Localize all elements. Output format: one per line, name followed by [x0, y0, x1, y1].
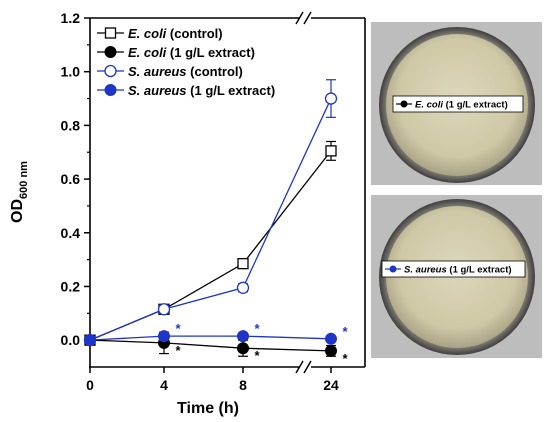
series-3	[84, 330, 337, 347]
y-axis-label: OD600 nm	[9, 161, 30, 223]
petri-dish-inset-ecoli: E. coli (1 g/L extract)	[371, 22, 542, 185]
x-axis-ticks: 0 4 8 24	[86, 367, 339, 393]
y-axis-ticks: 0.0 0.2 0.4 0.6 0.8 1.0 1.2	[61, 10, 90, 348]
data-point	[104, 46, 117, 58]
legend-entry-3: S. aureus (1 g/L extract)	[97, 83, 275, 98]
series-line	[89, 335, 332, 341]
data-series	[83, 79, 338, 357]
series-line	[89, 150, 332, 341]
significance-star: *	[342, 351, 348, 366]
data-point	[157, 303, 171, 316]
significance-star: *	[175, 321, 181, 336]
y-tick-label: 0.4	[61, 225, 81, 241]
legend-label: E. coli (1 g/L extract)	[128, 45, 255, 60]
inset-label-box	[381, 260, 526, 278]
data-point	[325, 145, 337, 157]
inset-label-saureus: S. aureus (1 g/L extract)	[404, 265, 512, 276]
inset-label-ecoli: E. coli (1 g/L extract)	[415, 100, 508, 111]
legend-entry-0: E. coli (control)	[97, 26, 223, 41]
x-tick-label: 4	[160, 377, 168, 393]
y-tick-label: 0.0	[61, 332, 81, 348]
significance-star: *	[175, 343, 181, 358]
inset-legend-marker	[400, 100, 408, 108]
y-tick-label: 0.6	[61, 171, 81, 187]
data-point	[104, 84, 117, 96]
significance-star: *	[254, 348, 260, 363]
significance-star: *	[254, 321, 260, 336]
series-line	[89, 339, 332, 352]
x-axis-label: Time (h)	[177, 400, 239, 417]
y-tick-label: 1.2	[61, 10, 81, 26]
x-tick-label: 24	[323, 377, 339, 393]
series-2	[83, 79, 338, 347]
data-point	[104, 64, 117, 78]
data-point	[237, 342, 249, 355]
y-tick-label: 0.2	[61, 278, 81, 294]
data-point	[325, 332, 337, 345]
axis-break-bottom	[295, 360, 312, 374]
data-point	[84, 334, 96, 347]
x-tick-label: 8	[239, 377, 247, 393]
plot-frame	[89, 17, 366, 368]
y-tick-label: 1.0	[61, 64, 81, 80]
data-point	[324, 92, 338, 105]
inset-label-box	[392, 95, 524, 113]
inset-legend-marker	[389, 265, 397, 273]
significance-star: *	[342, 324, 348, 339]
data-point	[104, 27, 117, 39]
data-point	[325, 344, 337, 357]
series-0	[84, 140, 337, 346]
data-point	[237, 257, 249, 270]
series-line	[89, 98, 332, 341]
y-tick-label: 0.8	[61, 117, 81, 133]
x-tick-label: 0	[86, 377, 94, 393]
data-point	[237, 330, 249, 343]
legend: E. coli (control) E. coli (1 g/L extract)…	[97, 26, 275, 98]
data-point	[158, 330, 170, 343]
axis-break-top	[295, 11, 312, 25]
legend-entry-1: E. coli (1 g/L extract)	[97, 45, 255, 60]
legend-entry-2: S. aureus (control)	[97, 64, 243, 79]
legend-label: S. aureus (control)	[128, 64, 243, 79]
significance-markers: * * * * * *	[175, 321, 348, 366]
legend-label: S. aureus (1 g/L extract)	[128, 83, 275, 98]
data-point	[236, 281, 250, 294]
petri-dish-inset-saureus: S. aureus (1 g/L extract)	[371, 195, 542, 358]
legend-label: E. coli (control)	[128, 26, 223, 41]
